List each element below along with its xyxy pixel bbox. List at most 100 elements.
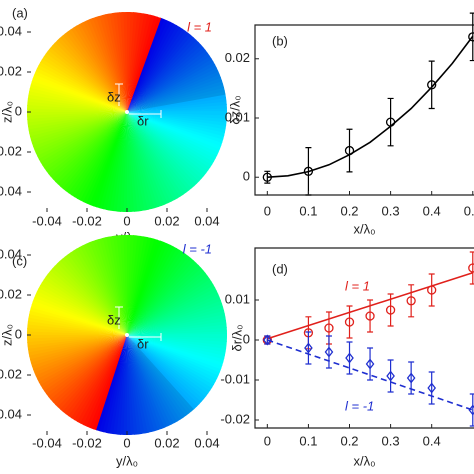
phase-wedge <box>127 284 216 335</box>
y-tick-label: 0 <box>15 326 22 341</box>
phase-wedge <box>127 112 211 171</box>
phase-wedge <box>92 112 127 208</box>
phase-wedge <box>127 13 148 113</box>
phase-wedge <box>77 335 127 424</box>
y-tick-label: 0.04 <box>0 23 22 38</box>
phase-wedge <box>35 68 128 112</box>
phase-wedge <box>127 335 190 416</box>
y-tick-label: -0.02 <box>220 411 250 426</box>
axis-frame <box>254 247 474 429</box>
phase-wedge <box>127 255 192 335</box>
phase-wedge <box>46 112 128 175</box>
panel: 0 0.1 0.2 0.3 0.4 0.5 0 0.01 0.02 x/λ₀ δz/λ₀ (b) <box>225 12 474 236</box>
phase-wedge <box>127 257 194 335</box>
phase-wedge <box>127 112 200 184</box>
phase-wedge <box>127 112 193 191</box>
series-label: l = 1 <box>345 278 370 293</box>
phase-wedge <box>127 112 190 193</box>
axis-frame <box>254 24 474 196</box>
x-tick-label: -0.04 <box>32 213 62 228</box>
phase-wedge <box>127 246 177 335</box>
x-tick-label: 0.4 <box>423 203 441 218</box>
phase-wedge <box>43 276 127 335</box>
y-tick-label: -0.04 <box>0 183 22 198</box>
phase-wedge <box>127 55 212 112</box>
phase-wedge <box>116 112 127 212</box>
phase-wedge <box>127 335 224 366</box>
error-bar <box>367 347 374 381</box>
phase-wedge <box>106 112 127 211</box>
phase-wedge <box>57 335 127 411</box>
phase-wedge <box>45 273 127 335</box>
phase-wedge <box>127 112 223 147</box>
marker <box>406 372 416 384</box>
phase-wedge <box>102 335 127 434</box>
phase-wedge <box>127 112 226 133</box>
phase-wedge <box>64 254 127 335</box>
phase-wedge <box>127 28 186 112</box>
phase-wedge <box>70 250 127 335</box>
y-tick-label: -0.04 <box>0 406 22 421</box>
phase-wedge <box>127 112 203 182</box>
phase-wedge <box>106 335 127 434</box>
phase-wedge <box>56 260 127 335</box>
phase-wedge <box>127 281 214 335</box>
phase-wedge <box>127 52 210 112</box>
phase-wedge <box>52 112 127 183</box>
phase-wedge <box>127 41 202 112</box>
phase-wedge <box>27 328 127 335</box>
phase-wedge <box>86 335 127 429</box>
phase-wedge <box>127 335 203 405</box>
x-tick-label: 0.2 <box>340 203 358 218</box>
y-tick-label: -0.01 <box>220 371 250 386</box>
phase-wedge <box>67 29 127 112</box>
marker <box>427 285 437 295</box>
y-axis-label: z/λ₀ <box>0 324 14 346</box>
phase-wedge <box>127 335 193 414</box>
phase-wedge <box>127 272 208 335</box>
phase-wedge <box>30 304 127 335</box>
phase-wedge <box>127 58 214 112</box>
phase-wedge <box>127 18 168 113</box>
phase-wedge <box>127 12 145 112</box>
phase-wedge <box>83 335 127 427</box>
phase-wedge <box>127 112 221 153</box>
phase-wedge <box>45 50 127 112</box>
x-tick-label: 0.3 <box>382 433 400 448</box>
error-bar <box>346 305 353 339</box>
phase-wedge <box>127 112 227 130</box>
phase-wedge <box>68 112 127 196</box>
phase-wedge <box>127 253 189 335</box>
phase-wedge <box>51 42 127 112</box>
phase-wedge <box>127 112 181 199</box>
phase-wedge <box>120 112 127 212</box>
phase-wedge <box>28 310 127 335</box>
phase-wedge <box>127 21 174 112</box>
phase-wedge <box>52 335 127 406</box>
phase-wedge <box>127 262 199 335</box>
phase-wedge <box>127 112 213 168</box>
phase-wedge <box>74 112 127 200</box>
phase-wedge <box>47 47 128 112</box>
phase-wedge <box>83 112 127 204</box>
phase-wedge <box>127 335 227 349</box>
error-bar <box>469 393 474 427</box>
series-label: l = -1 <box>345 398 374 413</box>
phase-wedge <box>127 267 204 335</box>
x-tick-label: 0.02 <box>154 213 179 228</box>
phase-wedge <box>127 335 219 379</box>
y-axis-label: δr/λ₀ <box>229 324 244 351</box>
panel: δz δr l = -1 -0.04 -0.02 0 0.02 0.04 -0.04 -0.02 0… <box>0 235 227 468</box>
phase-wedge <box>127 335 221 376</box>
phase-wedge <box>127 32 192 113</box>
phase-wedge <box>38 112 127 163</box>
phase-wedge <box>127 13 152 112</box>
marker <box>344 145 355 156</box>
phase-wedge <box>80 112 127 203</box>
phase-wedge <box>33 294 127 335</box>
phase-wedge <box>40 335 127 389</box>
phase-wedge <box>127 112 227 123</box>
phase-wedge <box>127 112 218 159</box>
phase-wedge <box>55 112 127 185</box>
y-tick-label: 0.01 <box>225 109 250 124</box>
